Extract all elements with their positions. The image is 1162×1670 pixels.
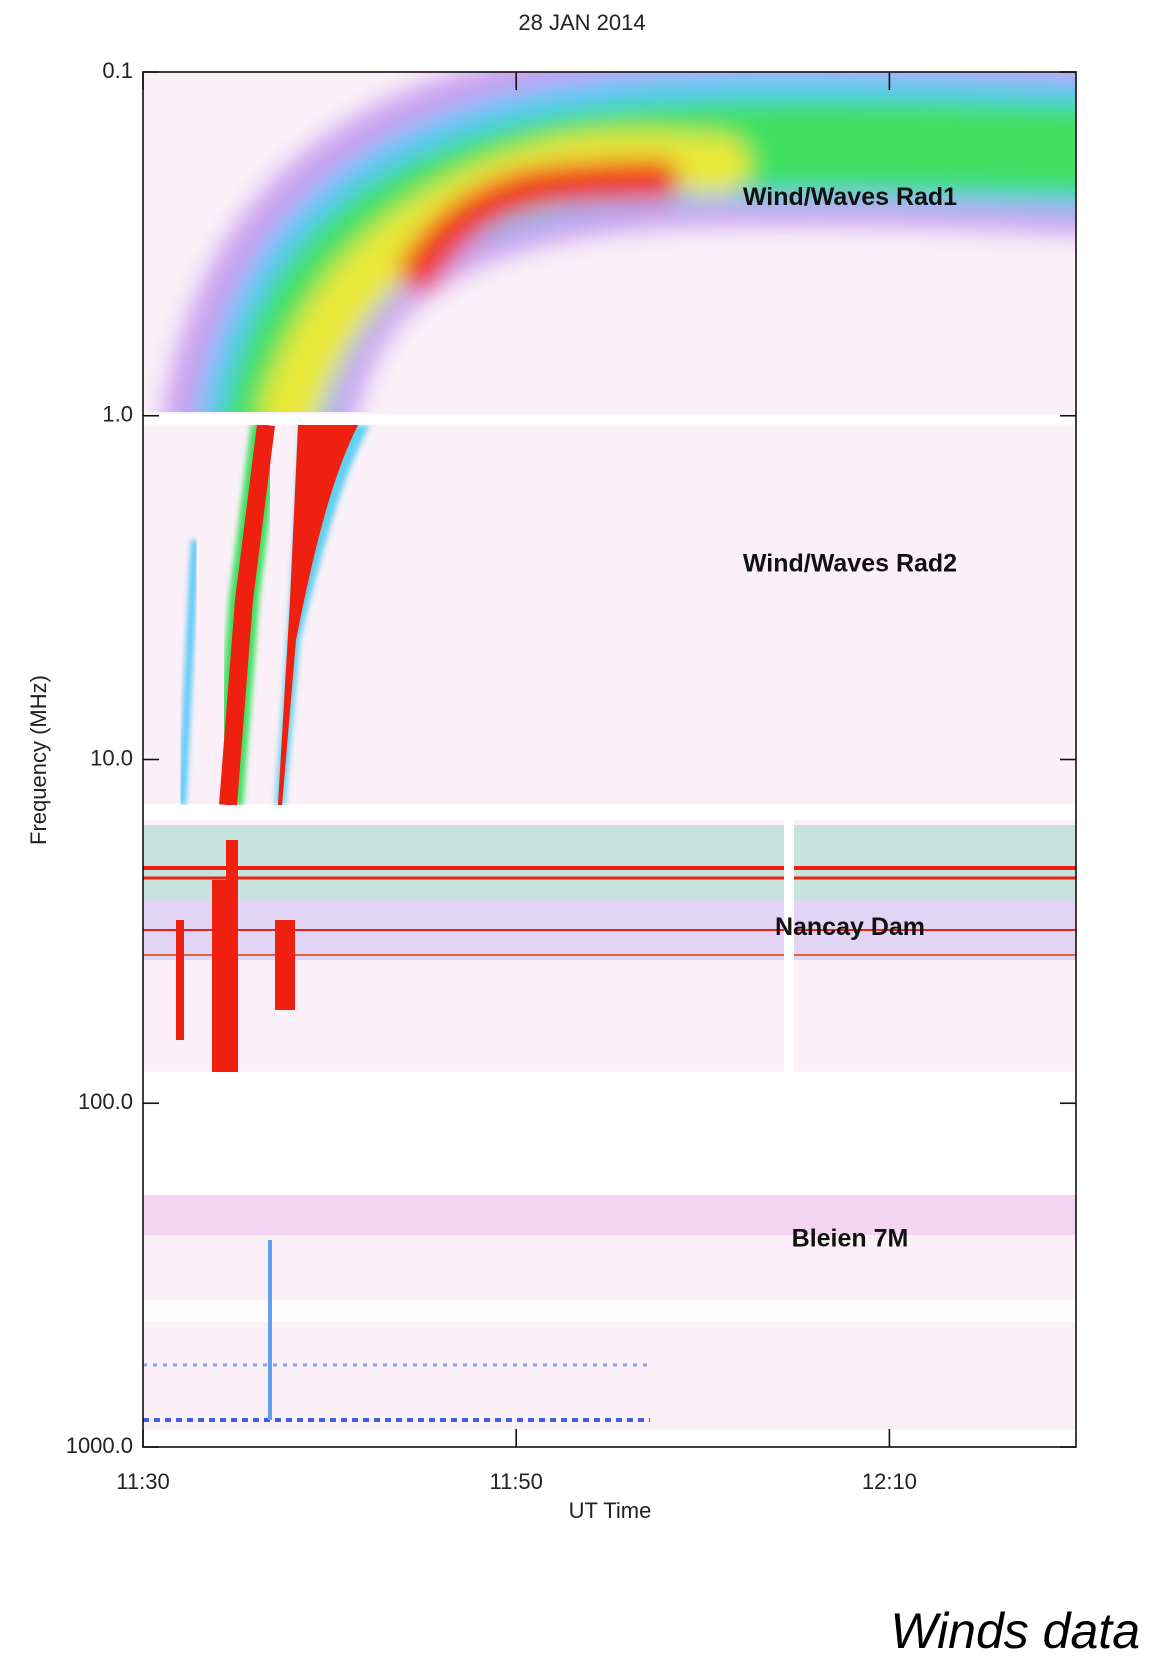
y-tick-label: 1000.0: [66, 1433, 133, 1458]
instrument-label: Wind/Waves Rad1: [743, 183, 957, 211]
caption: Winds data: [890, 1603, 1140, 1659]
y-axis-label: Frequency (MHz): [26, 675, 51, 845]
nancay-burst: [143, 820, 1076, 1072]
x-tick-label: 11:50: [489, 1469, 542, 1494]
y-tick-label: 10.0: [90, 745, 133, 770]
instrument-label: Wind/Waves Rad2: [743, 550, 957, 578]
instrument-label: Nancay Dam: [775, 913, 925, 941]
bleien-burst: [143, 1195, 1076, 1422]
x-axis-label: UT Time: [569, 1498, 652, 1523]
chart-title: 28 JAN 2014: [518, 10, 645, 35]
rad2-burst: [178, 425, 370, 805]
y-tick-label: 100.0: [78, 1089, 133, 1114]
rad1-burst: [164, 72, 1076, 412]
x-tick-label: 12:10: [862, 1469, 917, 1494]
y-tick-label: 0.1: [102, 58, 133, 83]
instrument-label: Bleien 7M: [792, 1224, 909, 1252]
y-tick-label: 1.0: [102, 402, 133, 427]
x-tick-label: 11:30: [116, 1469, 169, 1494]
